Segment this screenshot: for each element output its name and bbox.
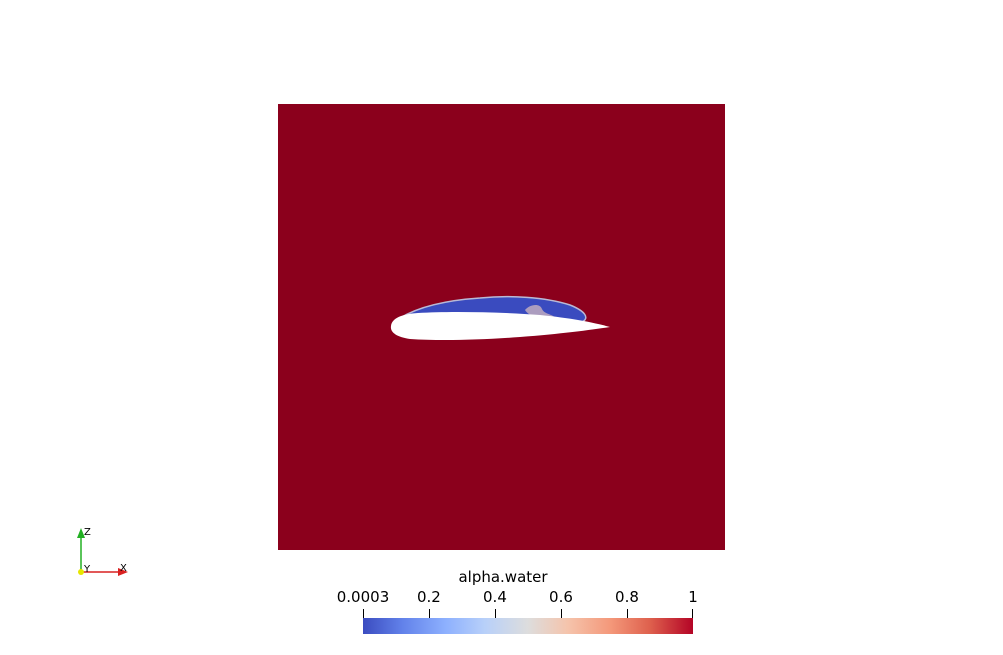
colorbar-tick-label: 0.2 (416, 588, 441, 606)
hydrofoil (390, 311, 610, 341)
colorbar-tick-label: 0.0003 (336, 588, 390, 606)
z-axis-label: Z (84, 527, 91, 538)
colorbar-tick-label: 0.6 (549, 588, 573, 606)
colorbar-tick-mark (494, 609, 496, 621)
colorbar-tick-label: 1 (688, 588, 698, 606)
colorbar-title: alpha.water (458, 568, 548, 586)
x-axis-label: X (120, 563, 127, 574)
colorbar[interactable] (363, 618, 693, 634)
colorbar-tick-mark (428, 609, 430, 621)
y-axis-label: Y (84, 564, 91, 575)
colorbar-tick-mark (363, 609, 364, 621)
colorbar-tick-mark (692, 609, 693, 621)
colorbar-tick-mark (626, 609, 628, 621)
colorbar-tick-label: 0.4 (483, 588, 507, 606)
colorbar-tick-mark (560, 609, 562, 621)
colorbar-tick-label: 0.8 (615, 588, 639, 606)
orientation-axes (77, 528, 128, 576)
